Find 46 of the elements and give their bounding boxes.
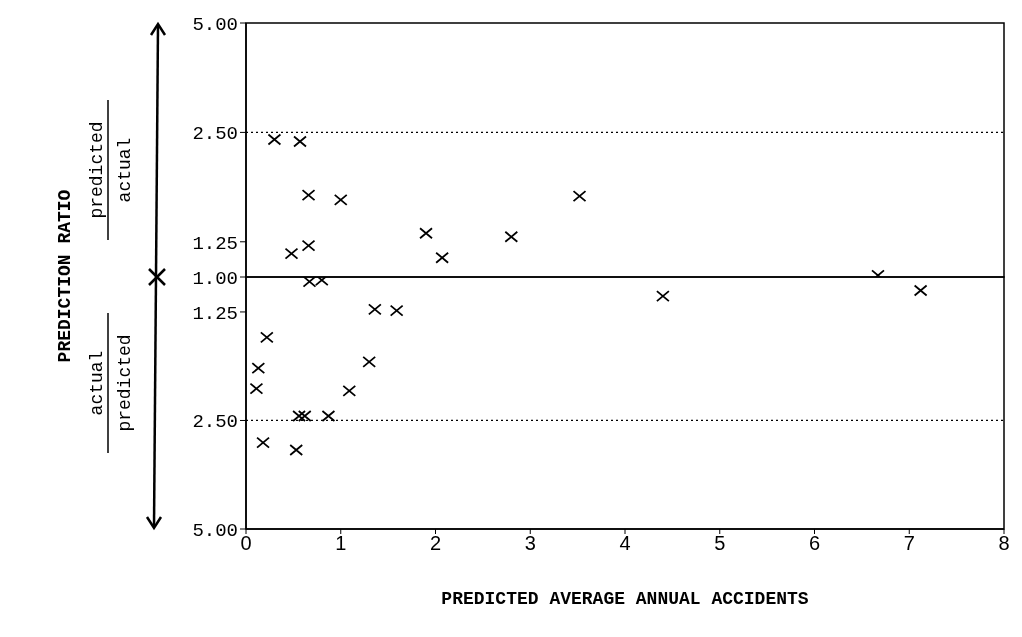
y-tick-label: 5.00 (192, 13, 238, 36)
point (301, 239, 316, 252)
y-tick-label: 1.25 (192, 302, 238, 325)
text: actual (87, 350, 107, 416)
y-tick-label: 2.50 (192, 411, 238, 434)
point (256, 436, 270, 449)
point (342, 385, 357, 397)
point (289, 444, 304, 456)
point (419, 227, 433, 240)
point (259, 331, 274, 344)
y-tick-label: 2.50 (192, 123, 238, 146)
y-tick-label: 1.00 (192, 267, 238, 290)
x-tick-label: 0 (240, 532, 252, 555)
point (572, 190, 587, 202)
point (913, 284, 928, 297)
point (301, 189, 316, 202)
text: predicted (115, 334, 135, 432)
point (362, 356, 377, 368)
point (435, 251, 450, 264)
point (656, 290, 670, 303)
text: actual (115, 137, 135, 203)
point (293, 135, 307, 148)
x-tick-label: 2 (429, 532, 442, 555)
y-axis-title: PREDICTION RATIO (55, 189, 75, 363)
point (504, 230, 519, 243)
x-tick-label: 1 (335, 532, 347, 555)
point (297, 410, 312, 422)
x-tick-label: 4 (619, 532, 631, 555)
y-tick-label: 1.25 (192, 232, 238, 255)
x-axis-title: PREDICTED AVERAGE ANNUAL ACCIDENTS (441, 589, 809, 609)
x-tick-label: 5 (714, 532, 726, 555)
point (267, 133, 282, 146)
point (367, 303, 382, 316)
point (292, 410, 306, 422)
x-tick-label: 6 (808, 532, 821, 555)
point (333, 193, 348, 206)
text: predicted (87, 121, 107, 219)
y-tick-label: 5.00 (192, 519, 238, 542)
point (389, 304, 404, 317)
point (249, 382, 264, 395)
x-tick-label: 7 (903, 532, 915, 555)
point (321, 410, 336, 422)
x-tick-label: 3 (524, 532, 536, 555)
point (251, 362, 266, 375)
point (284, 247, 299, 260)
x-tick-label: 8 (998, 532, 1010, 555)
